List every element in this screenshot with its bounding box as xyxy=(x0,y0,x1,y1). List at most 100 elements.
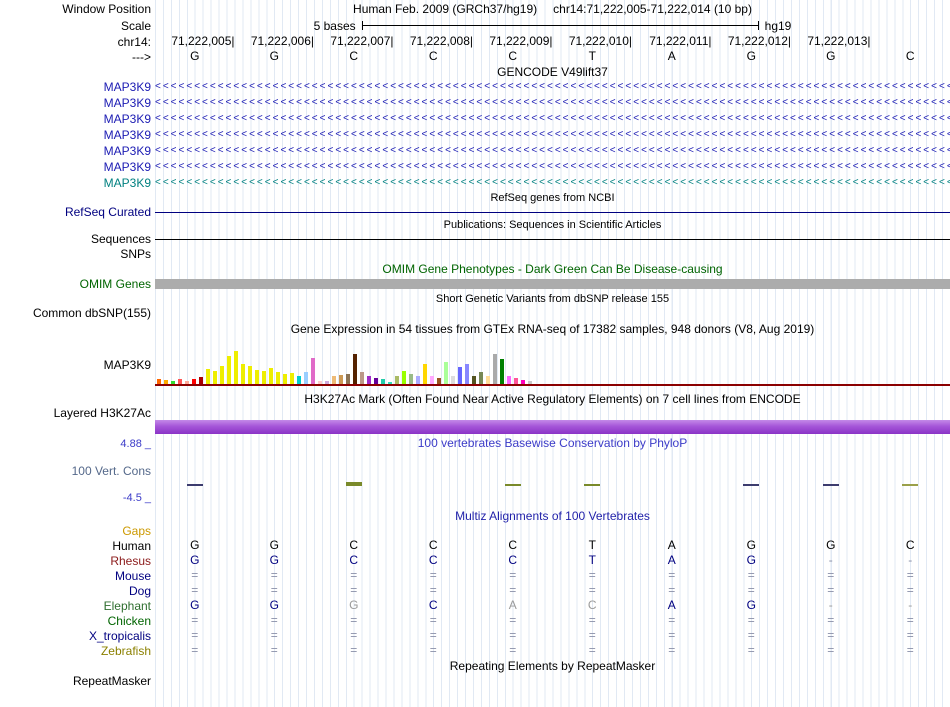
multiz-species-track[interactable]: = = = = = = = = = = xyxy=(155,613,950,628)
multiz-species-label[interactable]: Gaps xyxy=(122,523,151,538)
multiz-species-label[interactable]: Rhesus xyxy=(110,553,151,568)
gtex-tissue-bar[interactable] xyxy=(367,376,371,384)
gencode-gene-track[interactable]: <<<<<<<<<<<<<<<<<<<<<<<<<<<<<<<<<<<<<<<<… xyxy=(155,159,950,175)
gtex-tissue-bar[interactable] xyxy=(311,358,315,384)
snps-label[interactable]: SNPs xyxy=(120,246,151,261)
multiz-species-label[interactable]: Elephant xyxy=(103,598,151,613)
multiz-species-track[interactable]: = = = = = = = = = = xyxy=(155,628,950,643)
gtex-tissue-bar[interactable] xyxy=(507,376,511,384)
gtex-tissue-bar[interactable] xyxy=(395,376,399,384)
gtex-gene-label[interactable]: MAP3K9 xyxy=(103,357,151,372)
gtex-tissue-bar[interactable] xyxy=(192,379,196,384)
gtex-tissue-bar[interactable] xyxy=(528,381,532,384)
gencode-gene-label[interactable]: MAP3K9 xyxy=(103,176,151,190)
gtex-tissue-bar[interactable] xyxy=(514,378,518,384)
gtex-tissue-bar[interactable] xyxy=(332,376,336,384)
repeatmasker-label[interactable]: RepeatMasker xyxy=(72,673,151,688)
multiz-species-label[interactable]: X_tropicalis xyxy=(88,628,151,643)
gtex-tissue-bar[interactable] xyxy=(353,354,357,384)
gtex-tissue-bar[interactable] xyxy=(451,376,455,384)
omim-gene-bar[interactable] xyxy=(155,279,950,289)
gencode-gene-track[interactable]: <<<<<<<<<<<<<<<<<<<<<<<<<<<<<<<<<<<<<<<<… xyxy=(155,143,950,159)
multiz-species-label[interactable]: Mouse xyxy=(114,568,151,583)
gtex-tissue-bar[interactable] xyxy=(346,374,350,384)
h3k27ac-signal-bar[interactable] xyxy=(155,420,950,434)
gtex-tissue-bar[interactable] xyxy=(374,378,378,384)
gtex-tissue-bar[interactable] xyxy=(171,381,175,384)
gtex-tissue-bar[interactable] xyxy=(178,379,182,384)
gtex-tissue-bar[interactable] xyxy=(227,356,231,384)
gencode-gene-label[interactable]: MAP3K9 xyxy=(103,112,151,126)
h3k27ac-track[interactable] xyxy=(155,419,950,436)
gencode-gene-label[interactable]: MAP3K9 xyxy=(103,80,151,94)
repeatmasker-track[interactable] xyxy=(155,673,950,688)
gencode-gene-label[interactable]: MAP3K9 xyxy=(103,160,151,174)
multiz-species-track[interactable] xyxy=(155,523,950,538)
gencode-gene-track[interactable]: <<<<<<<<<<<<<<<<<<<<<<<<<<<<<<<<<<<<<<<<… xyxy=(155,79,950,95)
gtex-tissue-bar[interactable] xyxy=(437,378,441,384)
gtex-tissue-bar[interactable] xyxy=(479,372,483,384)
gencode-gene-track[interactable]: <<<<<<<<<<<<<<<<<<<<<<<<<<<<<<<<<<<<<<<<… xyxy=(155,175,950,191)
conservation-track-label[interactable]: 100 Vert. Cons xyxy=(71,464,151,478)
gtex-tissue-bar[interactable] xyxy=(402,371,406,384)
gtex-tissue-bar[interactable] xyxy=(381,379,385,384)
gtex-tissue-bar[interactable] xyxy=(255,370,259,384)
gencode-gene-label[interactable]: MAP3K9 xyxy=(103,128,151,142)
gencode-gene-track[interactable]: <<<<<<<<<<<<<<<<<<<<<<<<<<<<<<<<<<<<<<<<… xyxy=(155,95,950,111)
multiz-species-label[interactable]: Zebrafish xyxy=(100,643,151,658)
gtex-tissue-bar[interactable] xyxy=(409,374,413,384)
gencode-gene-track[interactable]: <<<<<<<<<<<<<<<<<<<<<<<<<<<<<<<<<<<<<<<<… xyxy=(155,127,950,143)
gtex-tissue-bar[interactable] xyxy=(213,371,217,384)
gtex-tissue-bar[interactable] xyxy=(234,351,238,384)
sequences-track[interactable] xyxy=(155,232,950,246)
gtex-tissue-bar[interactable] xyxy=(472,376,476,384)
gtex-tissue-bar[interactable] xyxy=(276,372,280,384)
gtex-tissue-bar[interactable] xyxy=(458,367,462,384)
gtex-tissue-bar[interactable] xyxy=(206,369,210,384)
gtex-tissue-bar[interactable] xyxy=(360,372,364,384)
refseq-gene-line[interactable] xyxy=(155,211,950,213)
gtex-tissue-bar[interactable] xyxy=(248,366,252,384)
omim-genes-track[interactable] xyxy=(155,276,950,292)
sequence-item-line[interactable] xyxy=(155,239,950,240)
multiz-species-track[interactable]: = = = = = = = = = = xyxy=(155,643,950,658)
gtex-tissue-bar[interactable] xyxy=(157,379,161,384)
omim-genes-label[interactable]: OMIM Genes xyxy=(79,277,151,291)
gencode-gene-label[interactable]: MAP3K9 xyxy=(103,96,151,110)
multiz-species-label[interactable]: Chicken xyxy=(107,613,151,628)
gtex-tissue-bar[interactable] xyxy=(297,376,301,384)
gtex-tissue-bar[interactable] xyxy=(283,374,287,384)
gtex-tissue-bar[interactable] xyxy=(290,373,294,384)
gtex-tissue-bar[interactable] xyxy=(500,359,504,384)
sequences-label[interactable]: Sequences xyxy=(90,232,151,246)
gtex-tissue-bar[interactable] xyxy=(416,376,420,384)
gtex-tissue-bar[interactable] xyxy=(388,382,392,384)
gencode-gene-label[interactable]: MAP3K9 xyxy=(103,144,151,158)
gtex-tissue-bar[interactable] xyxy=(423,364,427,384)
multiz-species-track[interactable]: = = = = = = = = = = xyxy=(155,583,950,598)
gtex-tissue-bar[interactable] xyxy=(199,377,203,384)
gtex-tissue-bar[interactable] xyxy=(444,362,448,384)
gtex-tissue-bar[interactable] xyxy=(339,375,343,384)
gtex-tissue-bar[interactable] xyxy=(164,380,168,384)
gtex-tissue-bar[interactable] xyxy=(262,371,266,384)
gtex-tissue-bar[interactable] xyxy=(269,368,273,384)
gtex-tissue-bar[interactable] xyxy=(493,354,497,384)
gencode-gene-track[interactable]: <<<<<<<<<<<<<<<<<<<<<<<<<<<<<<<<<<<<<<<<… xyxy=(155,111,950,127)
gtex-tissue-bar[interactable] xyxy=(304,372,308,384)
dbsnp-track[interactable] xyxy=(155,305,950,321)
gtex-tissue-bar[interactable] xyxy=(430,376,434,384)
h3k27ac-label[interactable]: Layered H3K27Ac xyxy=(53,405,151,420)
gtex-tissue-bar[interactable] xyxy=(220,366,224,384)
gtex-tissue-bar[interactable] xyxy=(465,364,469,384)
refseq-curated-track[interactable] xyxy=(155,205,950,218)
gtex-tissue-bar[interactable] xyxy=(521,380,525,384)
gtex-tissue-bar[interactable] xyxy=(486,376,490,384)
conservation-area[interactable] xyxy=(155,450,950,508)
snps-track[interactable] xyxy=(155,246,950,261)
gtex-bar-area[interactable] xyxy=(155,337,950,392)
multiz-species-label[interactable]: Dog xyxy=(128,583,151,598)
